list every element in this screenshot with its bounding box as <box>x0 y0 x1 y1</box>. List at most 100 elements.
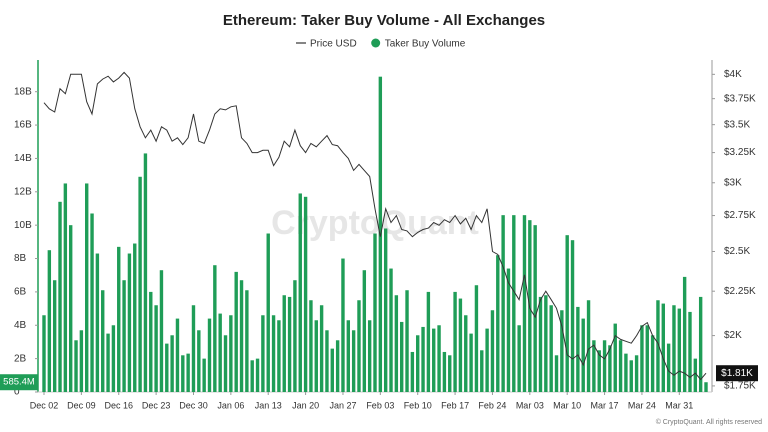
x-tick-label: Mar 24 <box>628 400 656 410</box>
bar <box>490 310 495 392</box>
bar <box>383 228 388 392</box>
bar <box>245 290 249 392</box>
bar <box>197 330 201 392</box>
bar <box>63 183 68 392</box>
bar <box>239 280 244 392</box>
y2-tick-label: $3.75K <box>724 93 756 104</box>
bar <box>111 325 116 392</box>
y2-tick-label: $2.75K <box>724 210 756 221</box>
bar <box>79 330 84 392</box>
bar <box>357 300 361 392</box>
y2-tick-label: $3.25K <box>724 147 756 158</box>
bar <box>143 153 148 392</box>
current-value-label: 585.4M <box>3 377 35 388</box>
x-tick-label: Mar 17 <box>591 400 619 410</box>
bar <box>608 345 612 392</box>
bar <box>698 296 703 392</box>
bar <box>581 318 585 392</box>
bar <box>127 253 132 392</box>
bar <box>138 176 142 392</box>
bar <box>677 308 682 392</box>
bar <box>213 265 217 392</box>
bar <box>325 330 329 392</box>
bar <box>175 318 180 392</box>
bar <box>469 333 473 392</box>
current-price-label: $1.81K <box>721 368 753 379</box>
bar <box>634 355 639 392</box>
bar <box>191 305 196 392</box>
bar <box>640 325 644 392</box>
bar <box>261 315 265 392</box>
x-tick-label: Jan 27 <box>329 400 356 410</box>
bar <box>474 285 479 392</box>
bar <box>74 340 78 392</box>
footer: © CryptoQuant. All rights reserved <box>656 418 762 426</box>
bar <box>149 291 153 392</box>
bar <box>250 360 254 392</box>
y-tick-label: 10B <box>14 220 32 231</box>
bar <box>421 326 425 392</box>
bar <box>661 303 665 392</box>
bar <box>42 315 46 392</box>
y-tick-label: 6B <box>14 287 27 298</box>
bar <box>117 246 121 392</box>
bar <box>165 343 169 392</box>
bar <box>282 295 286 392</box>
bar <box>442 351 447 392</box>
bar <box>186 353 190 392</box>
bar <box>122 280 126 392</box>
bar <box>432 328 436 392</box>
x-tick-label: Mar 10 <box>553 400 581 410</box>
bar <box>704 382 708 392</box>
price-line <box>43 71 707 381</box>
bar <box>52 280 57 392</box>
bar <box>453 291 457 392</box>
bar <box>287 296 292 392</box>
bar <box>666 343 671 392</box>
y-tick-label: 4B <box>14 320 27 331</box>
x-tick-label: Jan 06 <box>217 400 244 410</box>
bar <box>533 225 537 392</box>
y2-tick-label: $2K <box>724 330 742 341</box>
bar <box>207 318 212 392</box>
legend-label: Price USD <box>310 39 357 50</box>
bar <box>367 320 372 392</box>
bar <box>448 355 452 392</box>
bar <box>271 315 276 392</box>
y-tick-label: 14B <box>14 153 32 164</box>
y-tick-label: 12B <box>14 186 32 197</box>
bar <box>346 320 351 392</box>
bar <box>464 315 468 392</box>
bar <box>485 328 489 392</box>
bar <box>682 276 687 392</box>
chart-title: Ethereum: Taker Buy Volume - All Exchang… <box>223 12 545 29</box>
bar <box>480 350 484 392</box>
bar <box>410 351 415 392</box>
x-tick-label: Dec 09 <box>67 400 96 410</box>
y-tick-label: 0 <box>14 387 20 398</box>
bar <box>202 358 206 392</box>
bar <box>656 300 660 392</box>
bar <box>170 335 174 392</box>
bar <box>234 271 238 392</box>
bar <box>613 323 617 392</box>
bar <box>293 280 297 392</box>
bar <box>303 196 308 392</box>
bar <box>309 300 313 392</box>
bar <box>576 306 580 392</box>
bar <box>693 358 698 392</box>
bar <box>458 298 463 392</box>
x-tick-label: Feb 10 <box>404 400 432 410</box>
bar <box>437 325 441 392</box>
y2-tick-label: $3.5K <box>724 119 750 130</box>
bar <box>106 333 110 392</box>
y2-tick-label: $4K <box>724 69 742 80</box>
bar <box>496 255 500 392</box>
bar <box>629 360 633 392</box>
bar <box>351 330 356 392</box>
bar <box>341 258 345 392</box>
bar <box>101 290 105 392</box>
x-tick-label: Dec 02 <box>30 400 59 410</box>
y2-tick-label: $2.5K <box>724 246 750 257</box>
legend-label: Taker Buy Volume <box>385 39 466 50</box>
